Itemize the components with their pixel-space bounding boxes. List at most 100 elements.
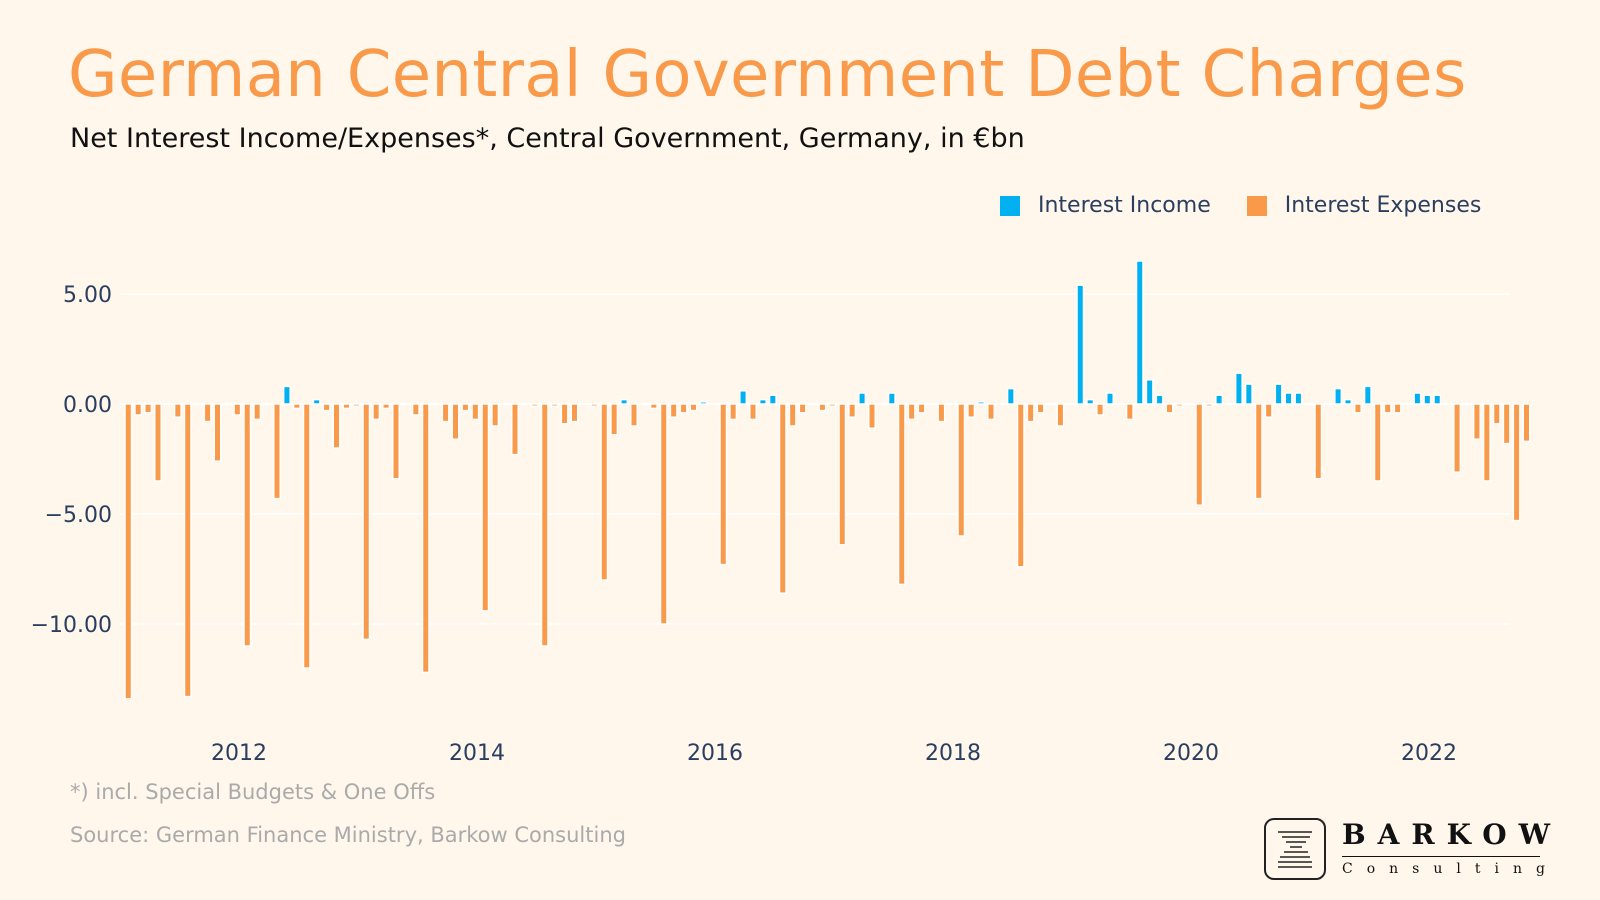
expense-bar [649,403,658,410]
legend-item-expenses[interactable]: Interest Expenses [1246,193,1482,218]
x-tick-label: 2016 [687,741,743,766]
expense-bar [253,403,262,421]
expense-bar [630,403,638,427]
income-bar [1135,260,1144,405]
source-note: Source: German Finance Ministry, Barkow … [70,823,626,847]
income-bar [1145,379,1154,405]
expense-bar [481,403,490,612]
income-bar [1423,394,1432,405]
expense-bar [987,403,995,421]
expense-bar [1383,403,1392,414]
expense-bar [659,403,668,625]
expense-bar [689,403,698,412]
expense-bar [1314,403,1323,480]
expense-bar [411,403,420,416]
expense-bar [144,403,153,414]
income-bar [1006,387,1015,405]
income-bar [699,401,708,405]
logo-mark-icon [1264,818,1326,880]
expense-bar [1036,403,1045,414]
expense-bar [610,403,619,436]
expense-bar [372,403,381,421]
expense-bar [679,403,688,414]
expense-bar [550,403,559,407]
x-tick-label: 2022 [1401,741,1457,766]
expense-bar [352,403,361,407]
income-bar [758,398,767,405]
expense-bar [1522,403,1531,443]
expense-bar [134,403,143,416]
legend-swatch-income [1000,195,1020,216]
income-bar [1413,392,1422,405]
footnote: *) incl. Special Budgets & One Offs [70,780,436,804]
expense-bar [1453,403,1462,473]
expense-bar [897,403,906,586]
income-bar [1334,387,1343,405]
expense-bar [848,403,857,418]
income-bar [620,398,629,405]
expense-bar [937,403,946,423]
expense-bar [818,403,827,412]
expense-bar [1264,403,1273,418]
expense-bar [1492,403,1501,425]
expense-bar [421,403,430,674]
legend-item-income[interactable]: Interest Income [1000,193,1211,218]
income-bar [1234,372,1243,405]
legend: Interest Income Interest Expenses [1000,193,1481,218]
expense-bar [540,403,549,647]
expense-bar [560,403,569,425]
expense-bar [154,403,162,482]
x-tick-label: 2020 [1163,741,1219,766]
expense-bar [392,403,400,480]
expense-bar [382,403,391,410]
income-bar [1106,392,1114,405]
expense-bar [491,403,500,427]
expense-bar [332,403,341,449]
income-bar [312,398,321,405]
expense-bar [570,403,579,423]
income-bar [858,392,867,405]
expense-bar [1393,403,1402,414]
income-bar [1076,284,1085,405]
expense-bar [471,403,480,421]
y-tick-label: −5.00 [45,503,112,528]
expense-bar [907,403,916,421]
x-tick-label: 2018 [925,741,981,766]
income-bar [1215,394,1224,405]
income-bar [1433,394,1442,405]
expense-bar [1026,403,1035,423]
income-bar [739,390,748,405]
expense-bar [1502,403,1511,445]
income-bar [887,392,896,405]
income-bar [1274,383,1283,405]
y-tick-label: −10.00 [31,613,112,638]
expense-bar [590,403,599,407]
expense-bar [788,403,797,427]
expense-bar [213,403,222,462]
expense-bar [778,403,787,594]
expense-bar [292,403,301,410]
y-tick-label: 0.00 [63,393,112,418]
expense-bar [461,403,470,412]
expense-bar [719,403,728,566]
logo-name: BARKOW [1342,818,1563,851]
expense-bar [600,403,609,581]
expense-bar [1125,403,1134,421]
expense-bar [1353,403,1362,414]
income-bar [1284,392,1293,405]
expense-bar [749,403,757,421]
expense-bar [342,403,351,410]
legend-label-expenses: Interest Expenses [1284,193,1482,218]
expense-bar [451,403,460,440]
expense-bar [302,403,311,669]
expense-bar [203,403,212,423]
expense-bar [1056,403,1065,427]
expense-bar [441,403,450,423]
income-bar [1294,392,1303,405]
expense-bar [511,403,519,456]
expense-bar [243,403,252,647]
expense-bar [828,403,837,407]
barkow-logo: BARKOW Consulting [1264,818,1550,882]
expense-bar [729,403,738,421]
